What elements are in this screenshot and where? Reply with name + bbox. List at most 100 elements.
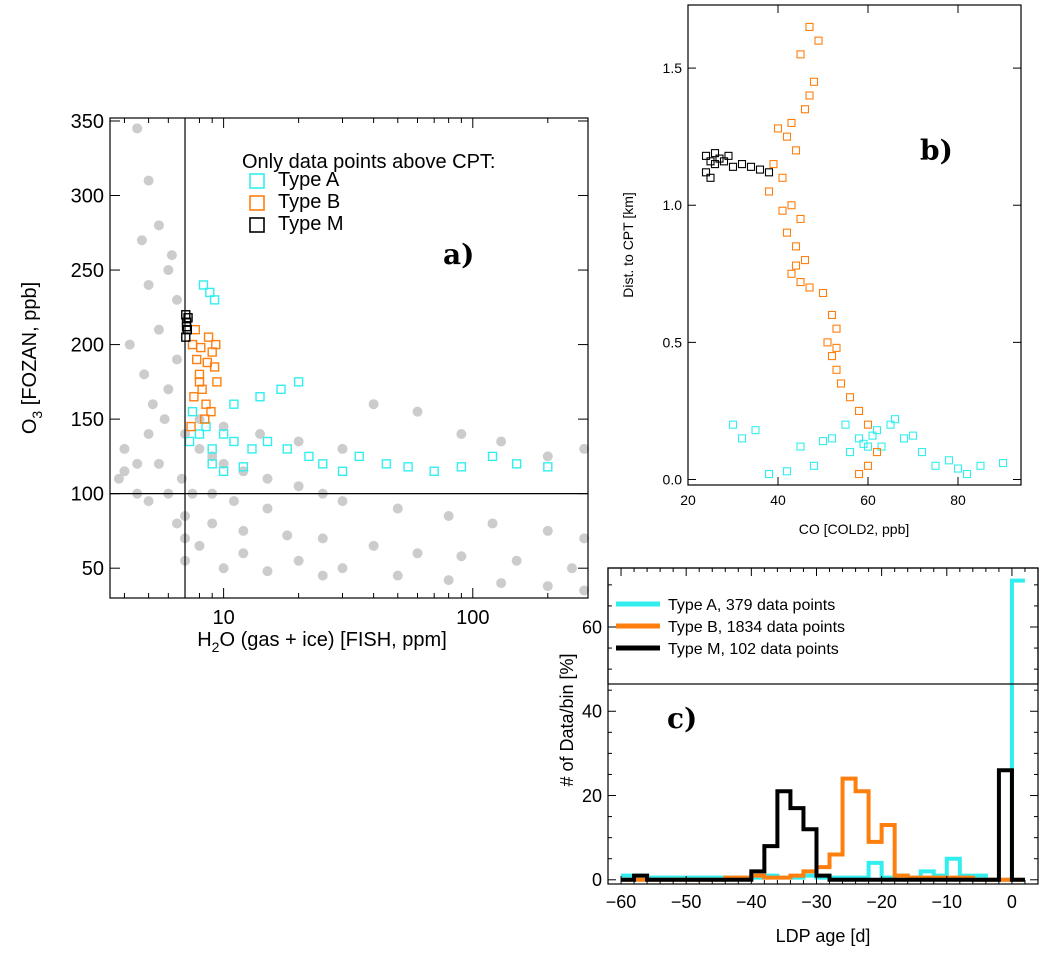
background-point xyxy=(176,473,187,484)
type-a-point xyxy=(262,436,273,447)
type-a-legend-marker xyxy=(249,173,265,189)
c-legend: Type A, 379 data points Type B, 1834 data… xyxy=(616,597,845,658)
b-plot-area xyxy=(701,22,1008,479)
type-b-point xyxy=(787,269,796,278)
type-b-point xyxy=(845,393,855,402)
background-point xyxy=(163,384,174,395)
c-panel-label: c) xyxy=(667,702,697,735)
panel-c: −60 −50 −40 −30 −20 −10 0 0 20 40 60 c) Type A, 37… xyxy=(557,567,1039,946)
background-point xyxy=(159,414,170,425)
background-point xyxy=(194,540,205,551)
type-a-point xyxy=(456,462,467,472)
type-a-point xyxy=(877,442,886,451)
type-a-point xyxy=(282,444,292,454)
type-m-point xyxy=(710,160,720,169)
type-a-point xyxy=(728,420,738,429)
type-b-point xyxy=(814,36,823,45)
type-a-point xyxy=(247,444,257,454)
type-m-point xyxy=(724,151,733,160)
type-b-point xyxy=(800,256,810,265)
type-m-point xyxy=(181,321,192,332)
background-point xyxy=(392,570,403,581)
type-a-point xyxy=(944,456,954,465)
type-b-point xyxy=(791,261,801,270)
type-a-point xyxy=(304,451,314,462)
background-point xyxy=(337,496,348,507)
background-point xyxy=(337,563,348,574)
type-b-point xyxy=(196,342,206,353)
type-a-point xyxy=(209,295,220,305)
b-frame xyxy=(687,4,1022,486)
background-point xyxy=(153,324,164,335)
background-point xyxy=(262,473,273,484)
x-tick-label: 10 xyxy=(212,607,234,629)
background-point xyxy=(443,511,454,522)
type-a-point xyxy=(827,434,837,443)
x-tick-label: −50 xyxy=(671,892,702,912)
type-b-point xyxy=(832,365,841,374)
type-b-point xyxy=(796,214,805,223)
type-a-point xyxy=(872,426,882,435)
type-b-point xyxy=(805,91,814,100)
type-a-point xyxy=(276,384,286,395)
type-m-point xyxy=(706,173,715,182)
type-b-1834-data-points-histogram xyxy=(621,776,1025,882)
type-a-point xyxy=(198,280,209,290)
background-point xyxy=(443,575,454,586)
type-b-point xyxy=(805,22,814,31)
y-tick-label: 1.0 xyxy=(663,197,683,213)
x-tick-label: 40 xyxy=(770,492,786,508)
background-point xyxy=(542,451,553,462)
x-tick-label: −30 xyxy=(801,892,832,912)
y-tick-label: 1.5 xyxy=(663,60,683,76)
type-b-point xyxy=(827,310,837,319)
background-point xyxy=(412,406,423,417)
background-point xyxy=(218,421,229,432)
type-m-point xyxy=(710,149,720,158)
type-a-point xyxy=(890,415,900,424)
background-point xyxy=(143,496,154,507)
type-a-point xyxy=(229,399,239,409)
background-point xyxy=(487,518,498,529)
x-tick-label: −60 xyxy=(606,892,637,912)
background-point xyxy=(511,555,522,566)
x-tick-label: 100 xyxy=(456,607,489,629)
x-tick-label: −20 xyxy=(866,892,897,912)
type-a-point xyxy=(293,377,304,387)
y-tick-label: 40 xyxy=(582,702,602,722)
background-point xyxy=(153,220,164,231)
type-a-point xyxy=(863,442,873,451)
b-ylabel: Dist. to CPT [km] xyxy=(620,192,636,298)
a-panel-label: a) xyxy=(443,238,474,271)
background-point xyxy=(282,530,293,541)
type-m-point xyxy=(701,168,711,177)
background-point xyxy=(566,563,577,574)
type-m-point xyxy=(764,168,774,177)
background-point xyxy=(238,548,249,559)
x-tick-label: 80 xyxy=(950,492,966,508)
x-tick-label: −10 xyxy=(932,892,963,912)
type-a-point xyxy=(796,442,805,451)
type-b-point xyxy=(791,242,801,251)
y-tick-label: 350 xyxy=(71,111,104,133)
type-b-point xyxy=(200,414,210,424)
type-b-point xyxy=(782,132,792,141)
background-point xyxy=(143,429,154,440)
type-m-legend-marker xyxy=(249,217,265,233)
y-tick-label: 250 xyxy=(71,260,104,282)
background-point xyxy=(119,466,130,477)
type-a-point xyxy=(886,420,895,429)
background-point xyxy=(542,581,553,592)
type-m-point xyxy=(719,157,729,166)
type-a-point xyxy=(187,406,198,417)
background-point xyxy=(262,503,273,514)
y-tick-label: 50 xyxy=(82,558,104,580)
type-b-point xyxy=(778,173,787,182)
y-tick-label: 60 xyxy=(582,617,602,637)
type-b-point xyxy=(764,187,774,196)
y-tick-label: 100 xyxy=(71,484,104,506)
background-point xyxy=(136,235,147,246)
background-point xyxy=(456,429,467,440)
y-tick-label: 0 xyxy=(592,870,602,890)
